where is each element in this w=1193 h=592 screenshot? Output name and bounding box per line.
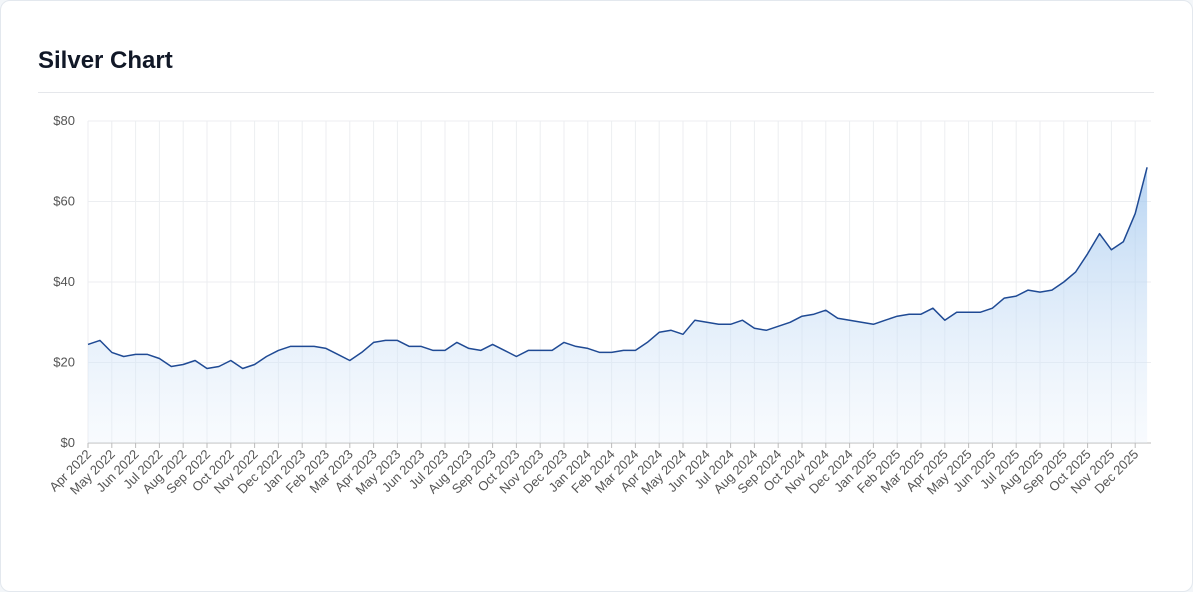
y-tick-label: $20 <box>53 355 75 370</box>
y-tick-label: $60 <box>53 194 75 209</box>
chart-title: Silver Chart <box>38 47 173 74</box>
y-tick-label: $80 <box>53 113 75 128</box>
separator <box>38 92 1154 93</box>
y-tick-label: $40 <box>53 274 75 289</box>
y-tick-label: $0 <box>61 435 75 450</box>
area <box>88 167 1148 444</box>
price-line <box>87 167 1148 370</box>
